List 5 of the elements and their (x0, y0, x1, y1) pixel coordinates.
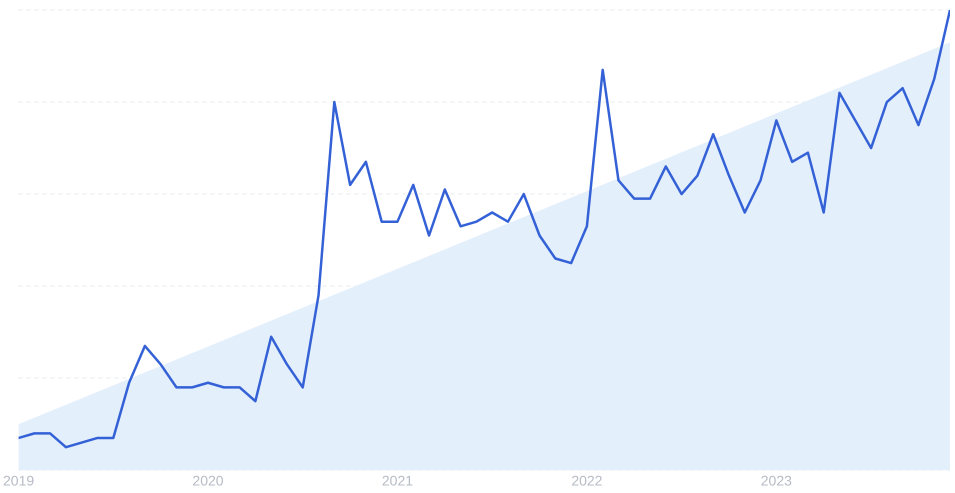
x-tick-label: 2021 (382, 472, 414, 488)
x-tick-label: 2019 (2, 472, 34, 488)
x-tick-label: 2023 (760, 472, 792, 488)
x-tick-label: 2022 (571, 472, 603, 488)
x-tick-label: 2020 (192, 472, 224, 488)
